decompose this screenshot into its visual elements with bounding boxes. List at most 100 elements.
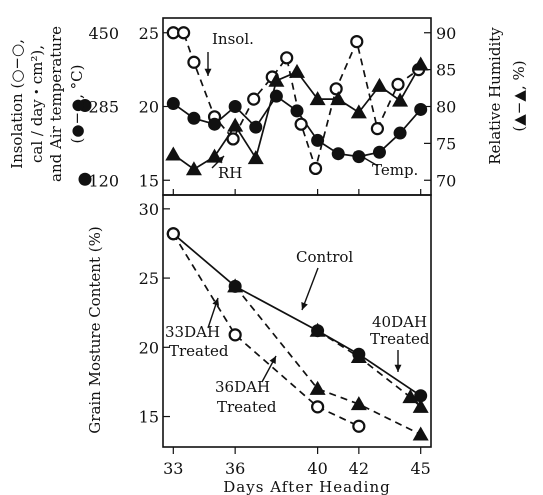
t40-annotation: Treated — [370, 330, 430, 348]
weather-data-point — [289, 63, 305, 78]
weather-data-point — [391, 77, 405, 91]
t40-annotation: 40DAH — [372, 313, 427, 331]
weather-data-point — [247, 92, 261, 106]
weather-data-point — [247, 150, 264, 165]
moisture-tick-label: 15 — [139, 408, 159, 427]
x-tick-label: 33 — [163, 459, 183, 478]
control-annotation: Control — [296, 248, 353, 266]
t36-annotation: Treated — [217, 398, 277, 416]
insolation-tick-label: 285 — [88, 98, 119, 117]
bottom-panel-frame — [162, 194, 432, 448]
humidity-tick-label: 70 — [436, 171, 456, 190]
weather-data-point — [309, 91, 326, 106]
weather-data-point — [228, 100, 242, 113]
axis-ticks — [163, 32, 431, 454]
moisture-data-point — [352, 419, 366, 433]
weather-data-point — [269, 89, 283, 103]
humidity-tick-label: 85 — [436, 61, 456, 80]
t33-annotation: 33DAH — [165, 323, 220, 341]
weather-data-point — [329, 82, 343, 96]
weather-data-point — [308, 161, 323, 176]
left-axis-title-line: Insolation (○−○, — [8, 39, 26, 169]
right-axis-title-line: (▲−▲, %) — [510, 60, 528, 131]
weather-data-point — [185, 161, 202, 176]
weather-data-point — [412, 56, 429, 71]
t33-annotation: Treated — [169, 342, 229, 360]
temperature-key-marker — [78, 99, 92, 112]
weather-data-point — [350, 104, 367, 119]
temperature-tick-label: 20 — [139, 98, 159, 117]
moisture-data-point — [350, 396, 367, 411]
moisture-data-point — [414, 389, 428, 403]
moisture-data-point — [228, 328, 242, 342]
weather-data-point — [350, 34, 364, 49]
moisture-data-point — [402, 389, 419, 404]
weather-data-point — [290, 104, 304, 118]
left-axis-title-line: and Air temperature — [47, 26, 65, 182]
weather-data-point — [268, 72, 285, 87]
text-labels: 33 36 40 42 45 15 120 20 285 25 450 70 75 80 85 90 15 20 2… — [8, 24, 528, 495]
weather-data-point — [330, 91, 347, 106]
left-axis-title-line: cal / day・cm²), — [28, 45, 46, 163]
series-lines — [172, 31, 422, 436]
weather-data-point — [372, 145, 386, 159]
x-tick-label: 36 — [225, 459, 245, 478]
weather-data-point — [331, 147, 345, 161]
moisture-tick-label: 25 — [139, 269, 159, 288]
temperature-tick-label: 15 — [139, 171, 159, 190]
moisture-data-point — [166, 227, 180, 241]
left-axis-title-line: (●−●, °C) — [68, 65, 86, 144]
x-tick-label: 42 — [349, 459, 369, 478]
x-tick-label: 40 — [307, 459, 327, 478]
t36-annotation-arrow — [269, 356, 276, 364]
moisture-series-line — [172, 233, 360, 427]
humidity-annotation-arrow — [216, 156, 224, 164]
temperature-key-marker — [78, 172, 92, 186]
weather-data-point — [226, 132, 240, 146]
moisture-data-point — [412, 426, 429, 441]
weather-data-point — [393, 126, 407, 140]
x-axis-title: Days After Heading — [223, 478, 390, 495]
weather-data-point — [166, 97, 180, 111]
weather-data-point — [208, 117, 222, 131]
control-annotation-arrow — [301, 267, 319, 311]
insolation-tick-label: 450 — [88, 24, 119, 43]
insolation-annotation: Insol. — [212, 30, 254, 48]
t36-annotation: 36DAH — [215, 378, 270, 396]
annotation-arrows — [204, 52, 402, 383]
weather-data-point — [370, 122, 384, 136]
humidity-tick-label: 75 — [436, 134, 456, 153]
weather-data-point — [249, 120, 263, 134]
humidity-tick-label: 80 — [436, 98, 456, 117]
right-axis-title-line: Relative Humidity — [486, 27, 504, 165]
weather-data-point — [165, 146, 182, 161]
moisture-data-point — [350, 349, 367, 363]
weather-data-point — [414, 102, 428, 116]
x-tick-label: 45 — [411, 459, 431, 478]
moisture-data-point — [311, 400, 325, 414]
temperature-annotation: Temp. — [372, 161, 418, 179]
control-annotation-arrow — [301, 302, 308, 310]
moisture-tick-label: 20 — [139, 338, 159, 357]
weather-data-point — [227, 117, 244, 132]
temperature-annotation-arrow — [354, 152, 362, 159]
moisture-data-point — [412, 398, 429, 413]
weather-data-point — [392, 92, 409, 107]
insolation-annotation-arrow — [204, 68, 212, 76]
moisture-data-point — [309, 380, 326, 395]
moisture-data-point — [309, 322, 326, 337]
weather-data-point — [311, 133, 325, 147]
humidity-annotation: RH — [218, 164, 242, 182]
weather-data-point — [294, 117, 308, 131]
moisture-tick-label: 30 — [139, 200, 159, 219]
temperature-tick-label: 25 — [139, 24, 159, 43]
weather-data-point — [280, 51, 294, 65]
moisture-data-point — [227, 278, 244, 293]
weather-series-line — [173, 31, 420, 172]
weather-data-point — [187, 55, 201, 69]
moisture-series-line — [234, 285, 422, 436]
t33-annotation-arrow — [212, 298, 220, 306]
insolation-tick-label: 120 — [88, 171, 119, 190]
t40-annotation-arrow — [394, 364, 402, 372]
humidity-tick-label: 90 — [436, 24, 456, 43]
